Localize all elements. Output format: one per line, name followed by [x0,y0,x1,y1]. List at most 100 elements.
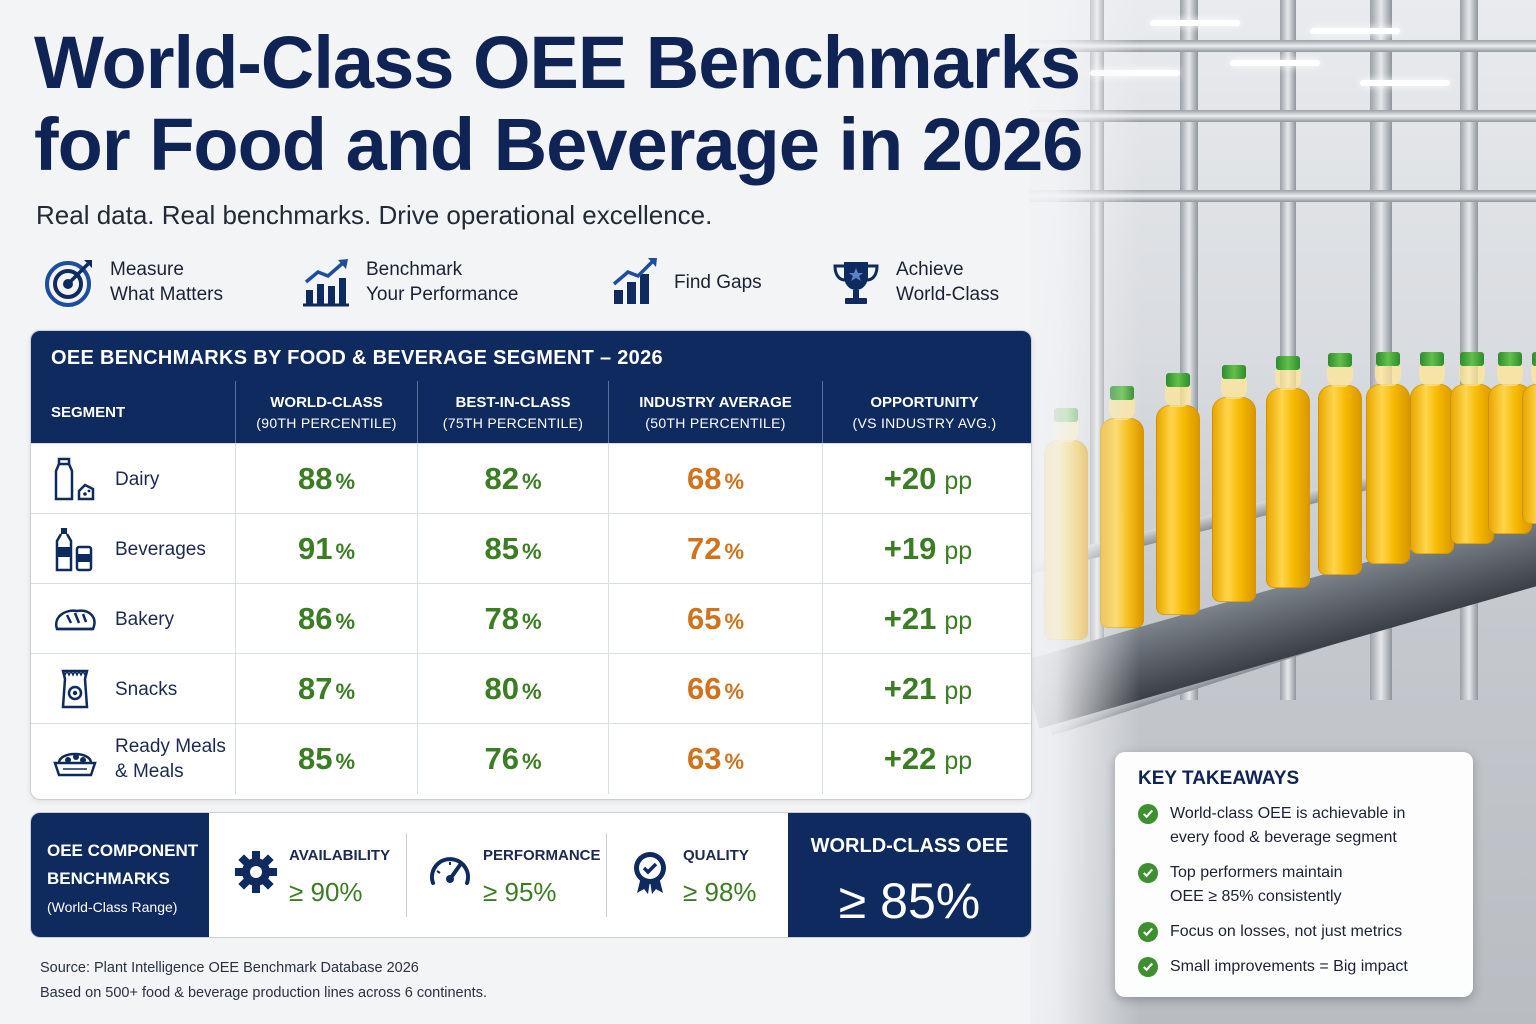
value-cell: 82% [417,444,608,514]
horizontal-pipe [1030,110,1536,122]
ceiling-light [1150,20,1240,26]
bottle-neck [1419,364,1445,386]
value-number: 82 [484,461,519,496]
bottle-cap [1376,352,1400,366]
opportunity-value: +21 pp [884,671,972,707]
meal-tray-icon [53,752,97,777]
world-class-oee-value: ≥ 85% [838,873,981,929]
table-row: Snacks 87% 80% 66% +21 pp [31,653,1031,724]
feature-find-gaps: Find Gaps [608,256,762,308]
world-class-value: 85% [298,741,355,777]
value-unit: pp [944,537,973,565]
segment-cell: Bakery [31,584,235,654]
value-cell: +21 pp [822,654,1031,724]
industry-average-value: 68% [687,461,744,497]
value-number: +22 [883,741,937,776]
value-unit: % [335,469,356,494]
world-class-value: 87% [298,671,355,707]
takeaway-item: Small improvements = Big impact [1138,955,1473,979]
ceiling-light [1230,60,1320,66]
column-header-industry-average: INDUSTRY AVERAGE (50TH PERCENTILE) [608,381,822,443]
value-number: +19 [883,531,937,566]
best-in-class-value: 85% [484,531,541,567]
bottle-cap [1276,356,1300,370]
takeaways-title: KEY TAKEAWAYS [1138,768,1300,789]
value-number: 78 [484,601,519,636]
source-line: Source: Plant Intelligence OEE Benchmark… [40,960,419,976]
benchmark-table: OEE BENCHMARKS BY FOOD & BEVERAGE SEGMEN… [30,330,1032,800]
opportunity-value: +20 pp [884,461,972,497]
takeaway-line1: World-class OEE is achievable in [1170,805,1406,822]
value-number: 68 [686,461,722,496]
value-cell: +20 pp [822,444,1031,514]
juice-bottle [1410,384,1454,554]
value-unit: % [335,539,356,564]
juice-bottle [1318,385,1362,575]
column-label: BEST-IN-CLASS [455,393,571,411]
component-name: AVAILABILITY [289,847,391,864]
juice-bottle [1522,384,1536,524]
value-number: 85 [484,531,519,566]
value-unit: pp [944,467,973,495]
segment-name: Dairy [115,467,159,492]
bottle-neck [1459,364,1485,386]
value-unit: % [724,609,745,634]
bottle-neck [1327,365,1353,387]
industry-average-value: 63% [687,741,744,777]
horizontal-pipe [1030,40,1536,52]
value-cell: 78% [417,584,608,654]
segment-cell: Snacks [31,654,235,724]
value-unit: pp [944,677,973,705]
bottle-cap [1420,352,1444,366]
components-label-sub: (World-Class Range) [47,899,178,915]
table-row: Ready Meals & Meals 85% 76% 63% +22 pp [31,723,1031,794]
source-detail: Based on 500+ food & beverage production… [40,985,487,1001]
key-takeaways: KEY TAKEAWAYS World-class OEE is achieva… [1115,752,1473,997]
value-cell: +19 pp [822,514,1031,584]
takeaway-text: Small improvements = Big impact [1170,955,1450,979]
value-unit: % [335,609,356,634]
bottle-cap [1222,365,1246,379]
feature-find-gaps-line1: Find Gaps [674,271,762,293]
best-in-class-value: 82% [484,461,541,497]
trophy-icon [833,262,879,304]
column-label: OPPORTUNITY [870,393,979,411]
opportunity-value: +22 pp [884,741,972,777]
takeaway-line2: every food & beverage segment [1170,829,1397,846]
segment-name-line1: Snacks [115,678,178,700]
segment-name-line1: Beverages [115,538,206,560]
value-cell: 91% [235,514,417,584]
opportunity-value: +21 pp [884,601,972,637]
feature-benchmark-line1: Benchmark [366,259,463,280]
bottle-neck [1275,368,1301,390]
horizontal-pipe [1030,190,1536,202]
source-note: Source: Plant Intelligence OEE Benchmark… [40,956,487,1006]
takeaway-item: Top performers maintain OEE ≥ 85% consist… [1138,861,1473,909]
value-unit: % [521,539,542,564]
segment-cell: Beverages [31,514,235,584]
segment-name: Ready Meals & Meals [115,734,226,784]
value-unit: % [335,749,356,774]
feature-row: Measure What Matters Benchmark Your Perfor… [44,256,1034,316]
title-line-1: World-Class OEE Benchmarks [34,21,1081,104]
subtitle: Real data. Real benchmarks. Drive operat… [36,200,713,230]
column-header-segment: SEGMENT [31,381,235,443]
value-unit: % [521,749,542,774]
component-value: ≥ 95% [483,877,557,907]
table-header: SEGMENT WORLD-CLASS (90TH PERCENTILE) BES… [31,381,1031,443]
takeaway-line1: Small improvements = Big impact [1170,958,1408,975]
bottle-neck [1165,385,1191,407]
value-cell: 66% [608,654,822,724]
value-cell: 80% [417,654,608,724]
segment-cell: Ready Meals & Meals [31,724,235,794]
segment-name: Bakery [115,607,174,632]
value-cell: 68% [608,444,822,514]
world-class-value: 88% [298,461,355,497]
best-in-class-value: 80% [484,671,541,707]
world-class-oee-box: WORLD-CLASS OEE ≥ 85% [788,813,1031,937]
component-name: QUALITY [683,847,749,864]
value-unit: % [521,609,542,634]
oee-components: OEE COMPONENT BENCHMARKS (World-Class Ra… [30,812,1032,938]
column-label: SEGMENT [51,403,126,421]
value-unit: % [724,679,745,704]
